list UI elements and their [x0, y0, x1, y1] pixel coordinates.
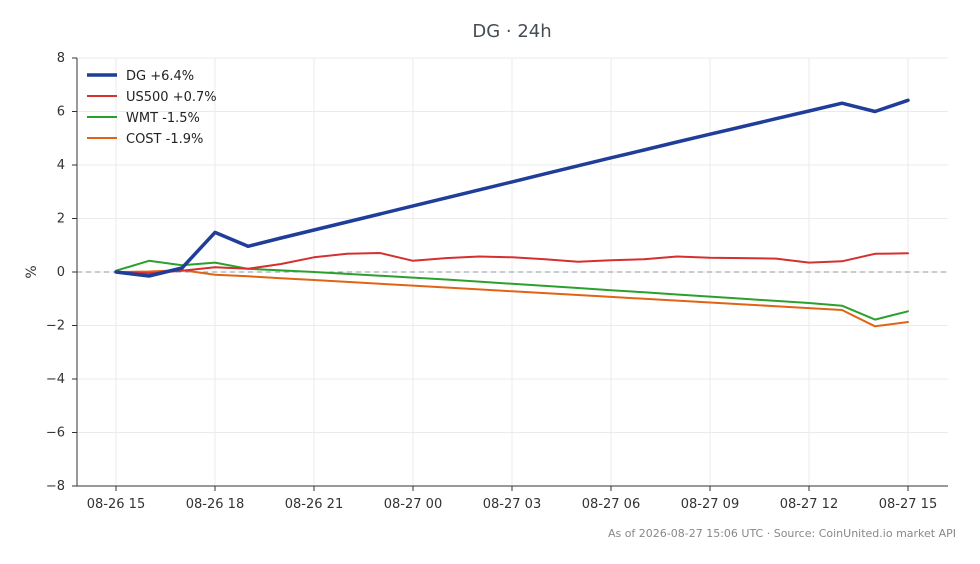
x-tick-label-7: 08-27 12: [780, 497, 838, 512]
y-tick-label-4: 0: [57, 265, 65, 280]
legend-label-2: WMT -1.5%: [126, 111, 200, 126]
x-tick-label-5: 08-27 06: [582, 497, 640, 512]
x-tick-label-6: 08-27 09: [681, 497, 739, 512]
series-line-0: [114, 98, 910, 278]
legend-label-0: DG +6.4%: [126, 69, 194, 84]
series-layer: [114, 98, 910, 328]
y-tick-label-6: 4: [57, 158, 65, 173]
source-footer: As of 2026-08-27 15:06 UTC · Source: Coi…: [608, 527, 956, 540]
legend-label-3: COST -1.9%: [126, 132, 203, 147]
y-tick-label-1: −6: [46, 426, 65, 441]
x-tick-label-0: 08-26 15: [87, 497, 145, 512]
y-tick-label-0: −8: [46, 479, 65, 494]
series-line-3: [115, 269, 909, 328]
y-axis-label: %: [24, 265, 40, 278]
y-axis-ticks: −8 −6 −4 −2 0 2 4 6 8: [46, 51, 77, 494]
x-tick-label-2: 08-26 21: [285, 497, 343, 512]
y-tick-label-5: 2: [57, 212, 65, 227]
chart-title: DG · 24h: [472, 21, 551, 42]
y-tick-label-3: −2: [46, 319, 65, 334]
legend: DG +6.4% US500 +0.7% WMT -1.5% COST -1.9%: [87, 69, 217, 147]
y-tick-label-8: 8: [57, 51, 65, 66]
x-tick-label-8: 08-27 15: [879, 497, 937, 512]
x-tick-label-1: 08-26 18: [186, 497, 244, 512]
y-tick-label-2: −4: [46, 372, 65, 387]
x-tick-label-3: 08-27 00: [384, 497, 442, 512]
legend-label-1: US500 +0.7%: [126, 90, 217, 105]
y-tick-label-7: 6: [57, 105, 65, 120]
series-line-1: [115, 252, 909, 275]
x-tick-label-4: 08-27 03: [483, 497, 541, 512]
x-axis-ticks: 08-26 15 08-26 18 08-26 21 08-27 00 08-27 03…: [87, 486, 937, 512]
